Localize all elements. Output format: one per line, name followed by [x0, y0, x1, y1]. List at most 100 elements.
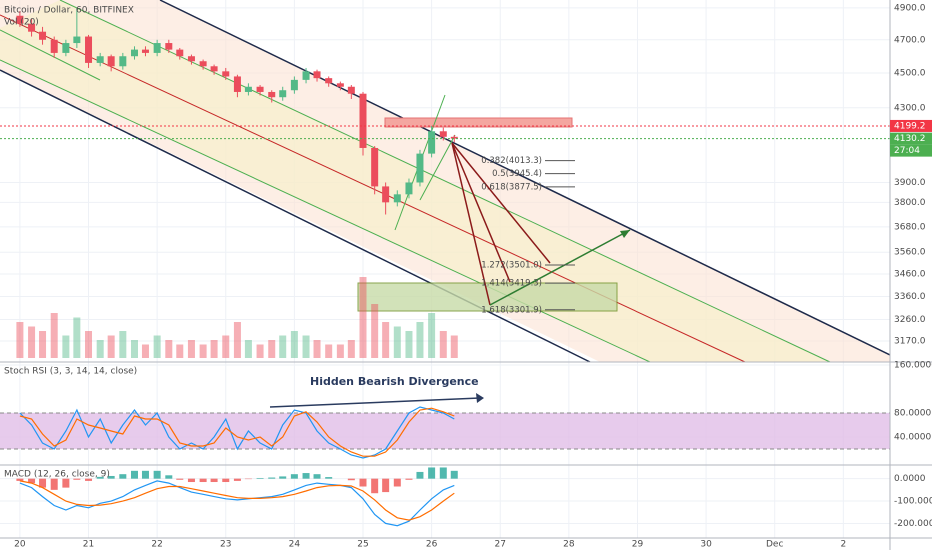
histogram-bar [199, 478, 207, 483]
volume-bar [382, 322, 390, 358]
candle-body [382, 186, 390, 203]
volume-bar [73, 317, 81, 358]
plot [0, 7, 890, 527]
volume-bar [428, 313, 436, 358]
histogram-bar [347, 478, 355, 481]
volume-bar [416, 322, 424, 358]
arrow-head [620, 230, 630, 238]
channel-mid [0, 14, 746, 363]
volume-title: Vol (20) [4, 18, 39, 28]
volume-bar [96, 340, 104, 358]
histogram-bar [141, 470, 149, 479]
volume-bar [268, 340, 276, 358]
fib-label: 0.5(3945.4) [492, 169, 542, 179]
y-tick-label: 4300.0 [894, 103, 926, 113]
volume-bar [450, 335, 458, 358]
candle-body [336, 83, 344, 87]
candle-body [256, 86, 264, 92]
volume-bar [393, 326, 401, 358]
candle-body [244, 86, 252, 92]
candle-body [290, 79, 298, 91]
candle-body [302, 71, 310, 80]
histogram-bar [405, 478, 413, 480]
histogram-bar [176, 478, 184, 480]
y-tick-label: 4500.0 [894, 69, 926, 79]
volume-bar [165, 340, 173, 358]
histogram-bar [85, 478, 93, 481]
histogram-bar [233, 478, 241, 481]
histogram-bar [73, 478, 81, 480]
channel-inner-fill [0, 0, 830, 362]
volume-bar [50, 313, 58, 358]
fib-label: 1.618(3301.9) [481, 305, 542, 315]
channel-green [0, 59, 651, 363]
candle-body [268, 91, 276, 98]
channel-drawing [0, 0, 891, 363]
histogram-bar [268, 477, 276, 479]
x-tick-label: 21 [83, 540, 94, 550]
volume-bar [39, 331, 47, 358]
volume-bar [176, 344, 184, 358]
volume-bar [359, 277, 367, 358]
candle-body [96, 56, 104, 63]
y-tick-label: 3560.0 [894, 248, 926, 258]
fib-label: 0.382(4013.3) [481, 156, 542, 166]
candle-body [107, 56, 115, 67]
countdown-tag [890, 144, 932, 157]
histogram-bar [371, 478, 379, 494]
x-tick-label: 29 [632, 540, 644, 550]
candle-body [222, 71, 230, 77]
histogram-bar [325, 477, 333, 479]
volume-bar [279, 335, 287, 358]
volume-bar [313, 340, 321, 358]
annotation: Hidden Bearish Divergence [310, 375, 479, 388]
histogram-bar [119, 474, 127, 479]
y-tick-label: 3260.0 [894, 315, 926, 325]
candle-body [85, 36, 93, 63]
candle-body [153, 43, 161, 53]
resistance-tag [890, 119, 932, 132]
candle-body [62, 43, 70, 53]
candle-body [428, 131, 436, 154]
histogram-bar [62, 478, 70, 488]
y-tick-label: 3460.0 [894, 270, 926, 280]
volume-bar [256, 344, 264, 358]
candle-body [130, 49, 138, 57]
histogram-bar [16, 478, 24, 481]
volume-bar [199, 344, 207, 358]
histogram-bar [450, 470, 458, 479]
y-tick-label: 3170.0 [894, 336, 926, 346]
arrow-head [476, 393, 484, 403]
candle-body [141, 49, 149, 53]
x-tick-label: 30 [700, 540, 712, 550]
y-tick-label: 4900.0 [894, 3, 926, 13]
y-tick-label: 0.0000 [894, 474, 926, 484]
volume-bar [210, 340, 218, 358]
volume-bar [439, 331, 447, 358]
histogram-bar [107, 475, 115, 479]
candle-body [450, 136, 458, 139]
series-line [19, 480, 455, 527]
x-tick-label: 26 [426, 540, 438, 550]
fib-label: 1.272(3501.0) [481, 261, 542, 271]
y-tick-label: -100.0000 [894, 497, 932, 507]
histogram-bar [28, 478, 36, 484]
candle-body [313, 71, 321, 79]
x-tick-label: 20 [14, 540, 26, 550]
y-tick-label: 3900.0 [894, 178, 926, 188]
resistance-label: 4199.2 [894, 121, 926, 131]
volume-bar [28, 326, 36, 358]
volume-bar [290, 331, 298, 358]
divergence-arrow [269, 397, 481, 408]
histogram-bar [153, 470, 161, 479]
candle-body [50, 39, 58, 53]
volume-bar [222, 335, 230, 358]
channel-top [159, 0, 891, 356]
volume-bar [405, 331, 413, 358]
histogram-bar [302, 473, 310, 479]
last-price-tag [890, 132, 932, 145]
candle-body [359, 93, 367, 148]
candle-body [73, 36, 81, 44]
volume-bar [62, 335, 70, 358]
